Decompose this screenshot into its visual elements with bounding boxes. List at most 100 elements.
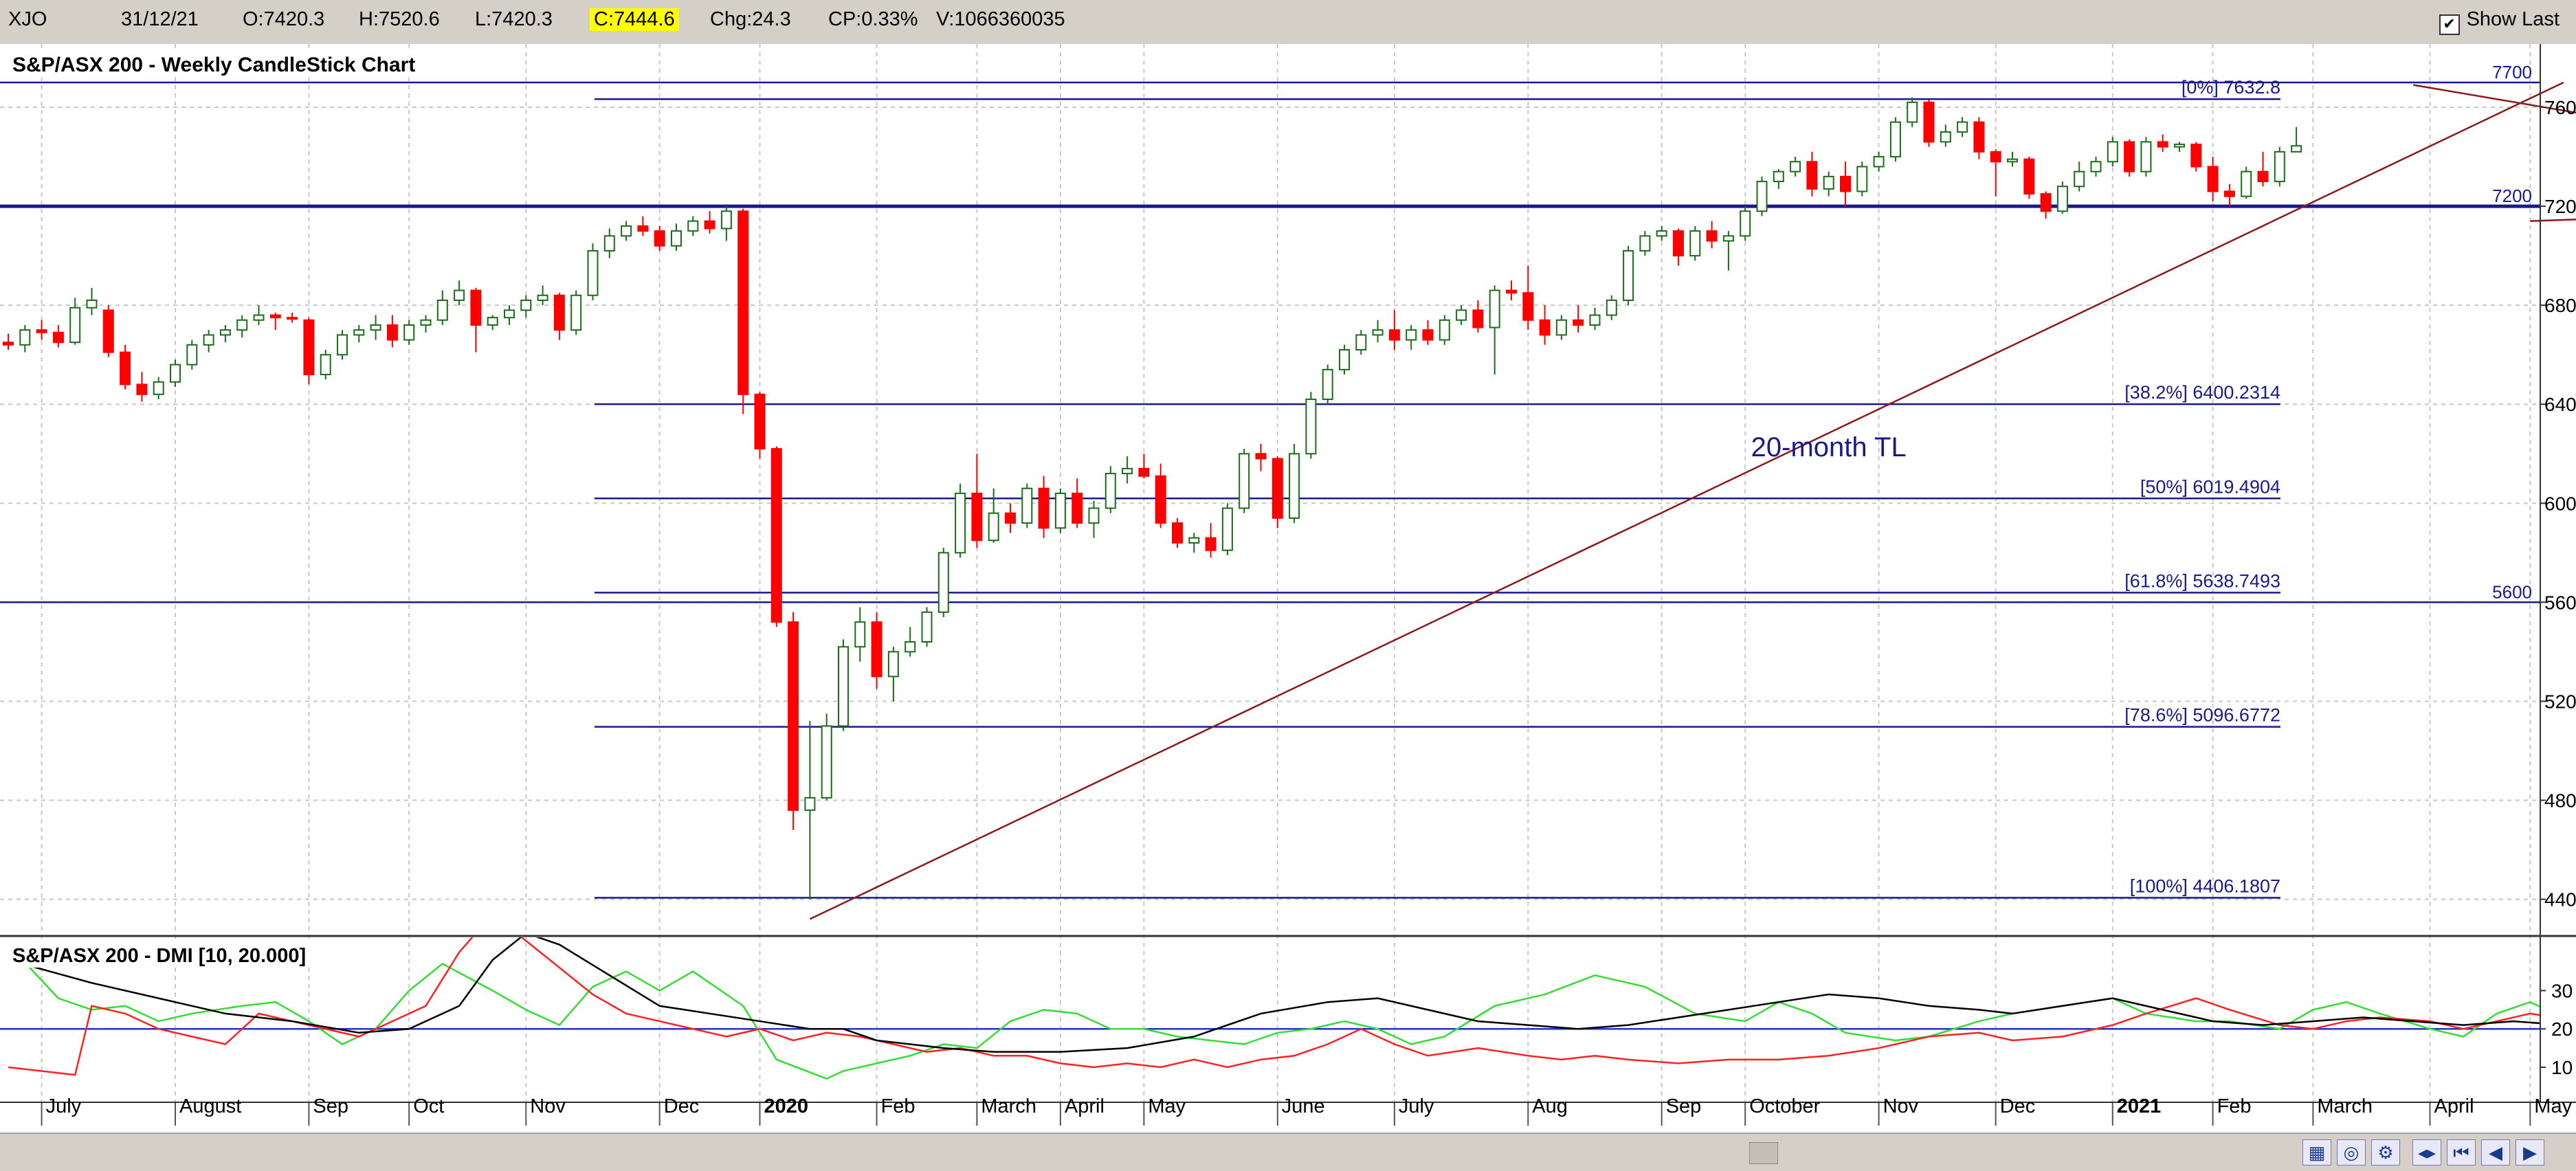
scroll-left-end-icon[interactable]: ⏮ (2447, 1139, 2476, 1166)
candle-body (2241, 170, 2252, 197)
quote-bar: XJO 31/12/21 O:7420.3 H:7520.6 L:7420.3 … (0, 0, 2576, 45)
candle-body (1172, 522, 1183, 544)
show-last-toggle[interactable]: ✔ Show Last (2439, 8, 2560, 35)
candle-body (621, 225, 632, 237)
candle-body (2157, 141, 2168, 148)
dmi-y-tick-label: 10 (2551, 1057, 2573, 1078)
candle-body (86, 299, 98, 309)
candle-body (988, 512, 999, 542)
dmi-layer (0, 937, 2540, 1080)
y-tick-label: 7200.000 (2544, 196, 2576, 217)
candle-body (1038, 487, 1050, 529)
x-tick-label: Dec (2000, 1095, 2036, 1117)
candle-body (504, 309, 515, 319)
zoom-icon[interactable]: ◎ (2337, 1139, 2366, 1166)
candle-body (971, 492, 983, 542)
candle-body (1272, 458, 1283, 519)
candle-body (269, 314, 281, 319)
candle-body (1489, 289, 1500, 328)
change-value: Chg:24.3 (710, 8, 791, 30)
candle-body (102, 309, 114, 353)
candle-body (1689, 230, 1701, 257)
chart-annotation: 20-month TL (1751, 432, 1907, 462)
candle-body (1555, 319, 1567, 336)
candle-body (1205, 537, 1217, 551)
candle-body (1790, 161, 1801, 172)
candle-body (788, 621, 799, 811)
horizontal-scroll-thumb[interactable] (1749, 1142, 1778, 1164)
candle-body (1422, 329, 1434, 341)
candle-body (537, 294, 548, 301)
x-tick-label: 2021 (2117, 1095, 2162, 1117)
candle-body (136, 383, 148, 395)
open-value: O:7420.3 (243, 8, 325, 30)
candle-body (1973, 121, 1985, 153)
candle-body (520, 299, 532, 311)
dmi-y-tick-label: 20 (2551, 1018, 2573, 1040)
scroll-left-icon[interactable]: ◀ (2481, 1139, 2510, 1166)
candle-body (887, 651, 899, 678)
x-tick-label: Sep (313, 1095, 348, 1117)
candle-body (704, 220, 715, 230)
y-tick-label: 5600.000 (2544, 592, 2576, 613)
candle-body (1088, 507, 1100, 524)
dmi-series-plus_di (8, 944, 2540, 1080)
candle-body (1054, 492, 1066, 529)
candle-body (1623, 249, 1634, 301)
print-icon[interactable]: ▦ (2302, 1139, 2331, 1166)
settings-icon[interactable]: ⚙ (2371, 1139, 2400, 1166)
dmi-series-minus_di (8, 937, 2540, 1076)
candle-body (69, 306, 81, 344)
x-tick-label: Sep (1666, 1095, 1702, 1117)
candle-body (921, 611, 933, 643)
candle-body (2274, 150, 2285, 183)
candle-body (587, 249, 599, 296)
candle-body (1138, 467, 1150, 477)
candles-layer (3, 97, 2302, 900)
x-tick-label: May (2534, 1095, 2572, 1117)
x-tick-label: Aug (1532, 1095, 1568, 1117)
candle-body (52, 331, 64, 344)
candle-body (320, 354, 331, 376)
candle-body (1606, 299, 1617, 316)
chart-background (0, 44, 2576, 1133)
candle-body (1840, 175, 1851, 192)
axes-layer (0, 44, 2576, 1126)
y-tick-label: 6800.000 (2544, 295, 2576, 316)
candle-body (1506, 289, 1517, 294)
checkbox-icon[interactable]: ✔ (2439, 14, 2460, 35)
candle-body (1740, 210, 1751, 237)
candle-body (1155, 475, 1166, 524)
candle-body (1823, 175, 1834, 190)
trendlines-layer (809, 81, 2576, 920)
candle-body (436, 299, 448, 321)
candle-body (955, 492, 966, 554)
x-tick-label: Oct (413, 1095, 444, 1117)
candle-body (1021, 487, 1033, 524)
scroll-right-icon[interactable]: ▶ (2516, 1139, 2544, 1166)
candle-body (1122, 467, 1133, 475)
text-layer: 7600.000 7200.000 6800.000 6400.000 6000.000… (7, 49, 2576, 1117)
candle-body (871, 621, 882, 678)
candle-body (553, 294, 565, 331)
status-bar: ▦ ◎ ⚙ ◂▸ ⏮ ◀ ▶ (0, 1133, 2576, 1171)
x-tick-label: Nov (1883, 1095, 1919, 1117)
candle-body (403, 324, 415, 341)
candle-body (1188, 537, 1200, 544)
title-backdrop (7, 49, 412, 77)
fib-level-label: [38.2%] 6400.2314 (2124, 382, 2280, 403)
scroll-both-icon[interactable]: ◂▸ (2412, 1139, 2441, 1166)
x-tick-label: Nov (530, 1095, 566, 1117)
x-tick-label: Feb (2217, 1095, 2252, 1117)
candle-body (1522, 292, 1534, 321)
candle-body (19, 329, 31, 346)
y-tick-label: 4400.000 (2544, 889, 2576, 911)
chart-area[interactable]: 7600.000 7200.000 6800.000 6400.000 6000.000… (0, 44, 2576, 1133)
fib-level-label: [100%] 4406.1807 (2130, 876, 2280, 896)
candle-body (2007, 158, 2018, 163)
candle-body (1756, 181, 1768, 212)
candle-body (838, 646, 849, 727)
candle-body (203, 334, 214, 346)
candle-body (1539, 319, 1551, 336)
